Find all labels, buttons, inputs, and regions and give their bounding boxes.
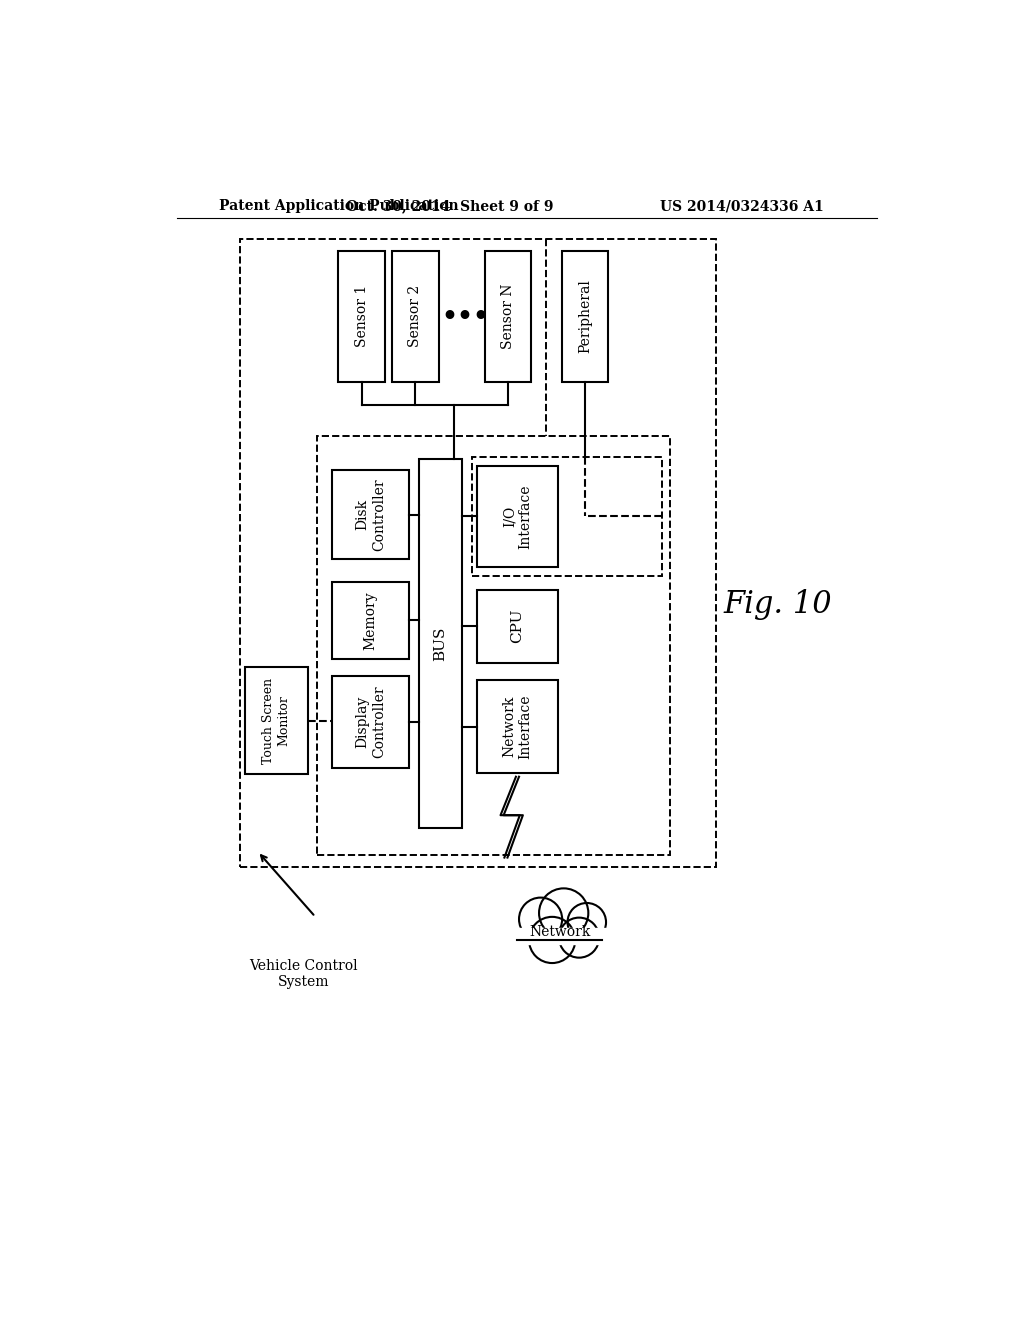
- Bar: [419, 459, 462, 829]
- Bar: [562, 251, 608, 381]
- Text: Display
Controller: Display Controller: [355, 685, 386, 759]
- Text: Fig. 10: Fig. 10: [723, 590, 831, 620]
- Circle shape: [519, 898, 562, 941]
- Bar: [477, 681, 558, 774]
- Bar: [333, 676, 410, 768]
- Circle shape: [529, 917, 575, 964]
- Text: Sensor 2: Sensor 2: [409, 285, 423, 347]
- Bar: [333, 582, 410, 659]
- Text: BUS: BUS: [433, 626, 447, 661]
- Text: CPU: CPU: [511, 609, 524, 643]
- Bar: [339, 251, 385, 381]
- Bar: [245, 667, 307, 775]
- Text: Network: Network: [529, 925, 591, 940]
- Text: Disk
Controller: Disk Controller: [355, 478, 386, 550]
- Bar: [240, 239, 716, 867]
- Bar: [484, 251, 531, 381]
- Bar: [472, 457, 662, 576]
- Text: Oct. 30, 2014  Sheet 9 of 9: Oct. 30, 2014 Sheet 9 of 9: [346, 199, 554, 213]
- Text: •••: •••: [441, 304, 489, 329]
- Bar: [477, 466, 558, 566]
- Text: US 2014/0324336 A1: US 2014/0324336 A1: [659, 199, 823, 213]
- Circle shape: [539, 888, 589, 937]
- Bar: [333, 470, 410, 558]
- Text: Touch Screen
Monitor: Touch Screen Monitor: [262, 677, 290, 763]
- Bar: [392, 251, 438, 381]
- Text: Network
Interface: Network Interface: [503, 694, 532, 759]
- Text: Patent Application Publication: Patent Application Publication: [219, 199, 459, 213]
- Text: I/O
Interface: I/O Interface: [503, 484, 532, 549]
- Bar: [477, 590, 558, 663]
- Text: Peripheral: Peripheral: [578, 280, 592, 354]
- Circle shape: [559, 917, 599, 958]
- Circle shape: [567, 903, 606, 941]
- Text: Memory: Memory: [364, 591, 378, 649]
- Text: Vehicle Control
System: Vehicle Control System: [250, 960, 358, 990]
- Bar: [514, 928, 606, 944]
- Bar: [316, 436, 670, 855]
- Text: Sensor 1: Sensor 1: [354, 285, 369, 347]
- Text: Sensor N: Sensor N: [501, 284, 515, 348]
